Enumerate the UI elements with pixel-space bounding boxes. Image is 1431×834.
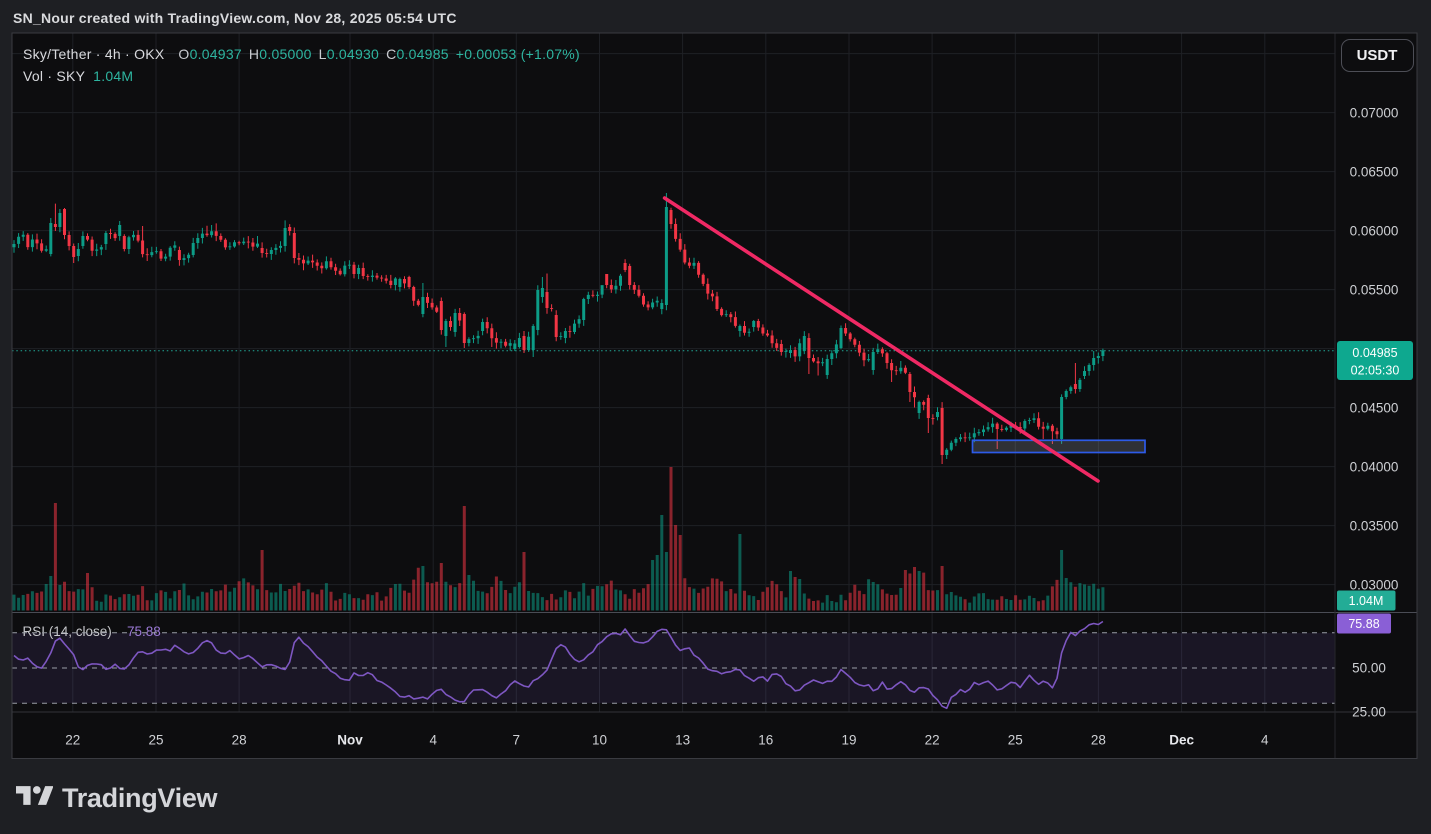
svg-text:16: 16: [758, 733, 773, 748]
svg-text:02:05:30: 02:05:30: [1351, 364, 1400, 378]
svg-text:0.06000: 0.06000: [1350, 223, 1399, 238]
svg-text:25: 25: [148, 733, 163, 748]
svg-text:22: 22: [65, 733, 80, 748]
svg-text:19: 19: [841, 733, 856, 748]
svg-text:RSI (14, close): RSI (14, close): [23, 624, 112, 639]
svg-text:50.00: 50.00: [1352, 661, 1386, 676]
svg-text:Nov: Nov: [337, 733, 363, 748]
svg-text:10: 10: [592, 733, 607, 748]
svg-text:0.07000: 0.07000: [1350, 105, 1399, 120]
svg-text:28: 28: [1091, 733, 1106, 748]
svg-text:4: 4: [1261, 733, 1269, 748]
svg-text:25.00: 25.00: [1352, 705, 1386, 720]
svg-text:0.03000: 0.03000: [1350, 577, 1399, 592]
svg-text:0.03500: 0.03500: [1350, 518, 1399, 533]
svg-text:22: 22: [925, 733, 940, 748]
svg-text:7: 7: [513, 733, 521, 748]
svg-text:75.88: 75.88: [1348, 617, 1379, 631]
svg-text:75.88: 75.88: [127, 624, 161, 639]
svg-text:0.04500: 0.04500: [1350, 400, 1399, 415]
svg-text:1.04M: 1.04M: [1349, 594, 1384, 608]
svg-text:Dec: Dec: [1169, 733, 1194, 748]
svg-text:0.06500: 0.06500: [1350, 164, 1399, 179]
svg-text:28: 28: [232, 733, 247, 748]
svg-text:0.04985: 0.04985: [1352, 346, 1397, 360]
svg-text:0.05500: 0.05500: [1350, 282, 1399, 297]
svg-text:0.04000: 0.04000: [1350, 459, 1399, 474]
svg-text:25: 25: [1008, 733, 1023, 748]
svg-text:4: 4: [429, 733, 437, 748]
svg-text:13: 13: [675, 733, 690, 748]
